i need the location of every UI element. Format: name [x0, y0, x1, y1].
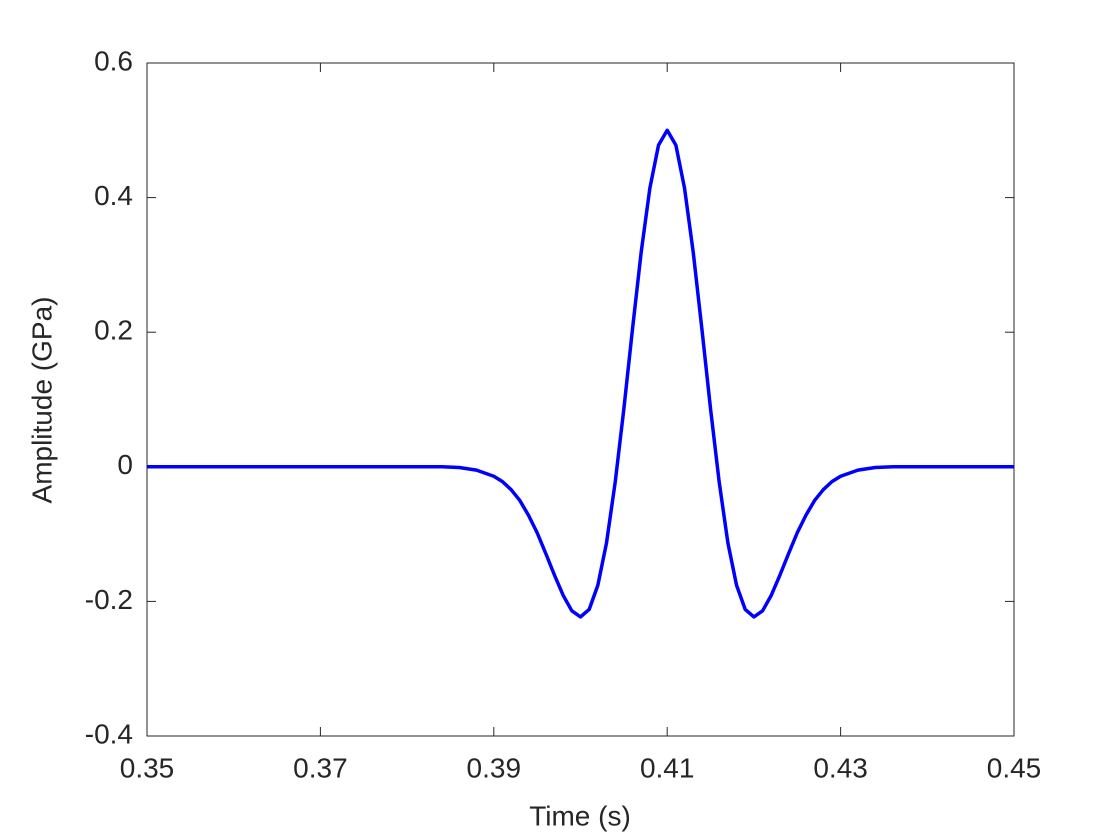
y-tick-label: -0.2 [85, 584, 133, 615]
x-tick-label: 0.43 [813, 752, 868, 783]
y-tick-label: 0 [117, 449, 133, 480]
y-tick-label: -0.4 [85, 718, 133, 749]
plot-area [146, 62, 1015, 737]
y-tick-label: 0.4 [94, 180, 133, 211]
x-axis-label: Time (s) [529, 800, 631, 831]
x-tick-label: 0.41 [640, 752, 695, 783]
data-line [147, 128, 1014, 619]
y-tick-label: 0.6 [94, 45, 133, 76]
y-axis-label: Amplitude (GPa) [26, 297, 57, 504]
x-tick-label: 0.39 [467, 752, 522, 783]
y-tick-label: 0.2 [94, 315, 133, 346]
x-tick-label: 0.35 [120, 752, 175, 783]
x-tick-label: 0.45 [987, 752, 1042, 783]
x-tick-label: 0.37 [293, 752, 348, 783]
